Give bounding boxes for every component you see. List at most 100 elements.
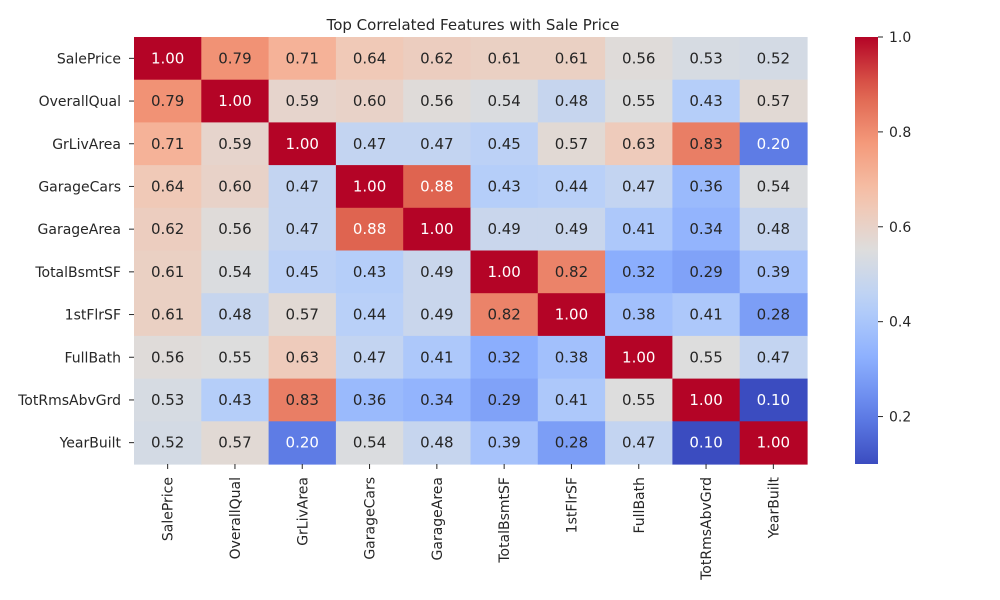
cell-value-label: 0.34 <box>689 220 722 238</box>
heatmap-cell <box>335 378 404 422</box>
cell-value-label: 0.64 <box>151 177 184 195</box>
heatmap-cell <box>268 165 337 209</box>
heatmap-cell <box>201 335 270 380</box>
heatmap-cell <box>403 293 472 337</box>
cell-value-label: 0.59 <box>218 135 251 153</box>
heatmap-cell <box>470 122 539 166</box>
heatmap-cell <box>268 335 337 380</box>
heatmap-cell <box>470 250 539 294</box>
heatmap-cell <box>605 335 673 380</box>
heatmap-cell <box>739 421 808 465</box>
heatmap-cell <box>134 335 202 380</box>
colorbar-tick-label: 0.2 <box>889 410 911 426</box>
cell-value-label: 0.49 <box>487 220 520 238</box>
heatmap-cell <box>470 378 539 422</box>
cell-value-label: 0.62 <box>420 49 453 67</box>
cell-value-label: 0.57 <box>555 135 588 153</box>
heatmap-cell <box>201 421 270 465</box>
cell-value-label: 0.45 <box>286 263 319 281</box>
heatmap-cell <box>403 207 472 252</box>
heatmap-cell <box>739 207 808 252</box>
heatmap-cell <box>335 37 404 81</box>
heatmap-cell <box>470 335 539 380</box>
cell-value-label: 0.61 <box>487 49 520 67</box>
cell-value-label: 0.43 <box>487 177 520 195</box>
column-tick-label: FullBath <box>632 477 648 534</box>
heatmap-cell <box>672 165 741 209</box>
cell-value-label: 0.29 <box>487 391 520 409</box>
heatmap-cell <box>268 293 337 337</box>
heatmap-cell <box>403 378 472 422</box>
cell-value-label: 1.00 <box>218 92 251 110</box>
cell-value-label: 0.56 <box>622 49 655 67</box>
row-tick-label: OverallQual <box>39 94 121 110</box>
cell-value-label: 0.62 <box>151 220 184 238</box>
row-tick-label: YearBuilt <box>59 436 122 452</box>
heatmap-cell <box>134 421 202 465</box>
chart-title: Top Correlated Features with Sale Price <box>326 16 620 34</box>
heatmap-cell <box>537 207 606 252</box>
cell-value-label: 0.49 <box>420 306 453 324</box>
cell-value-label: 0.38 <box>622 306 655 324</box>
heatmap-cell <box>672 122 741 166</box>
cell-value-label: 0.82 <box>555 263 588 281</box>
column-tick-label: GrLivArea <box>295 477 311 546</box>
colorbar-tick-label: 0.4 <box>889 315 911 331</box>
heatmap-cell <box>403 122 472 166</box>
cell-value-label: 0.41 <box>622 220 655 238</box>
heatmap-cell <box>335 335 404 380</box>
row-tick-label: GarageCars <box>38 179 121 195</box>
cell-value-label: 0.57 <box>218 434 251 452</box>
row-tick-label: TotRmsAbvGrd <box>17 393 121 409</box>
heatmap-cell <box>268 122 337 166</box>
cell-value-label: 0.59 <box>286 92 319 110</box>
column-tick-label: GarageArea <box>430 477 446 560</box>
cell-value-label: 1.00 <box>487 263 520 281</box>
heatmap-cell <box>537 250 606 294</box>
heatmap-cell <box>739 165 808 209</box>
heatmap-cells: 1.00 0.79 0.71 0.64 0.62 0.61 0.61 0.56 0.53 0.52… <box>134 37 808 465</box>
heatmap-cell <box>672 378 741 422</box>
heatmap-cell <box>335 79 404 123</box>
heatmap-cell <box>201 293 270 337</box>
heatmap-cell <box>537 122 606 166</box>
column-tick-label: SalePrice <box>161 477 177 541</box>
column-tick-label: 1stFlrSF <box>564 477 580 533</box>
cell-value-label: 0.56 <box>151 348 184 366</box>
heatmap-cell <box>134 37 202 81</box>
heatmap-cell <box>537 79 606 123</box>
cell-value-label: 0.32 <box>487 348 520 366</box>
cell-value-label: 0.55 <box>218 348 251 366</box>
cell-value-label: 0.79 <box>218 49 251 67</box>
heatmap-cell <box>201 122 270 166</box>
heatmap-cell <box>470 37 539 81</box>
cell-value-label: 0.36 <box>689 177 722 195</box>
cell-value-label: 0.54 <box>353 434 386 452</box>
cell-value-label: 0.52 <box>757 49 790 67</box>
cell-value-label: 1.00 <box>757 434 790 452</box>
heatmap-cell <box>739 250 808 294</box>
heatmap-cell <box>605 165 673 209</box>
cell-value-label: 0.79 <box>151 92 184 110</box>
heatmap-cell <box>470 79 539 123</box>
cell-value-label: 0.47 <box>286 177 319 195</box>
heatmap-cell <box>537 335 606 380</box>
cell-value-label: 0.64 <box>353 49 386 67</box>
column-tick-label: TotalBsmtSF <box>497 477 513 564</box>
heatmap-cell <box>403 79 472 123</box>
heatmap-cell <box>134 378 202 422</box>
cell-value-label: 0.53 <box>689 49 722 67</box>
heatmap-cell <box>134 165 202 209</box>
column-tick-label: GarageCars <box>363 477 379 560</box>
heatmap-cell <box>605 293 673 337</box>
cell-value-label: 0.47 <box>286 220 319 238</box>
cell-value-label: 0.49 <box>555 220 588 238</box>
cell-value-label: 0.41 <box>555 391 588 409</box>
column-tick-label: YearBuilt <box>766 476 782 539</box>
heatmap-cell <box>605 250 673 294</box>
cell-value-label: 0.61 <box>151 263 184 281</box>
cell-value-label: 0.82 <box>487 306 520 324</box>
cell-value-label: 0.20 <box>286 434 319 452</box>
